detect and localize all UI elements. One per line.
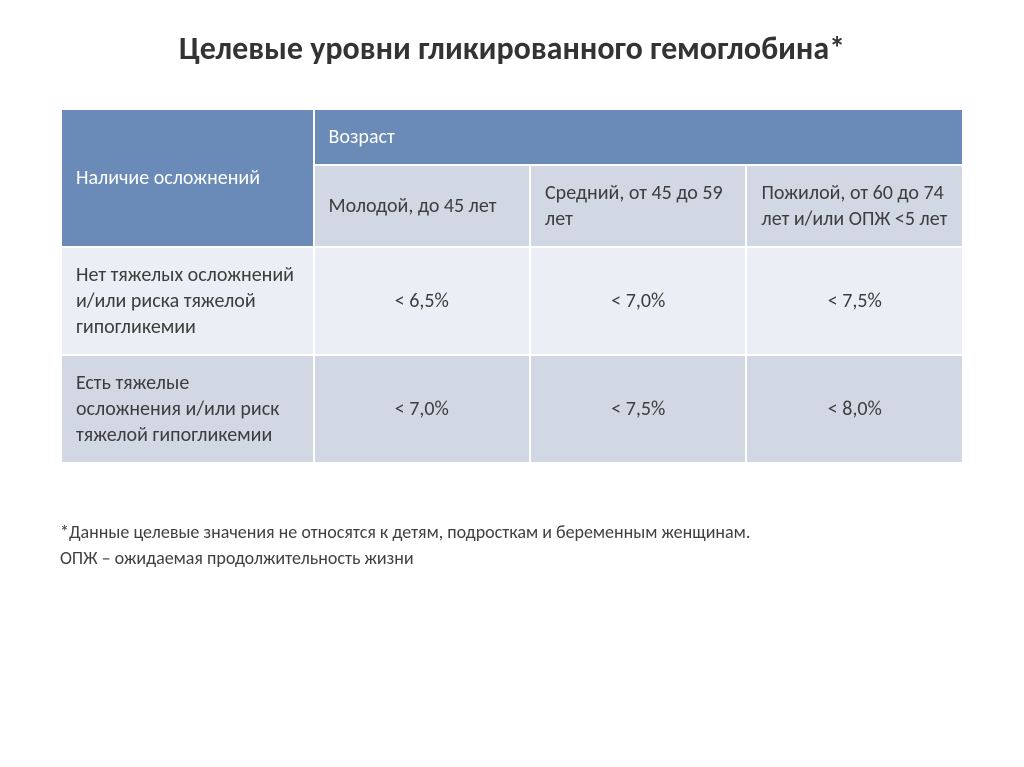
footnote-line-1: *Данные целевые значения не относятся к … [60, 519, 964, 545]
header-age-elderly: Пожилой, от 60 до 74 лет и/или ОПЖ <5 ле… [746, 165, 963, 247]
footnote-line-2: ОПЖ – ожидаемая продолжительность жизни [60, 545, 964, 571]
cell-value: < 8,0% [746, 355, 963, 463]
table-row: Есть тяжелые осложнения и/или риск тяжел… [61, 355, 963, 463]
table-header-row-1: Наличие осложнений Возраст [61, 109, 963, 165]
cell-value: < 7,0% [530, 247, 746, 355]
cell-value: < 7,5% [530, 355, 746, 463]
slide: Целевые уровни гликированного гемоглобин… [0, 0, 1024, 767]
cell-value: < 7,0% [314, 355, 530, 463]
cell-value: < 6,5% [314, 247, 530, 355]
header-age: Возраст [314, 109, 963, 165]
header-age-middle: Средний, от 45 до 59 лет [530, 165, 746, 247]
header-age-young: Молодой, до 45 лет [314, 165, 530, 247]
row-label-with-complications: Есть тяжелые осложнения и/или риск тяжел… [61, 355, 314, 463]
slide-title: Целевые уровни гликированного гемоглобин… [60, 30, 964, 68]
hba1c-targets-table: Наличие осложнений Возраст Молодой, до 4… [60, 108, 964, 464]
header-complications: Наличие осложнений [61, 109, 314, 247]
table-row: Нет тяжелых осложнений и/или риска тяжел… [61, 247, 963, 355]
row-label-no-complications: Нет тяжелых осложнений и/или риска тяжел… [61, 247, 314, 355]
footnote: *Данные целевые значения не относятся к … [60, 519, 964, 571]
cell-value: < 7,5% [746, 247, 963, 355]
